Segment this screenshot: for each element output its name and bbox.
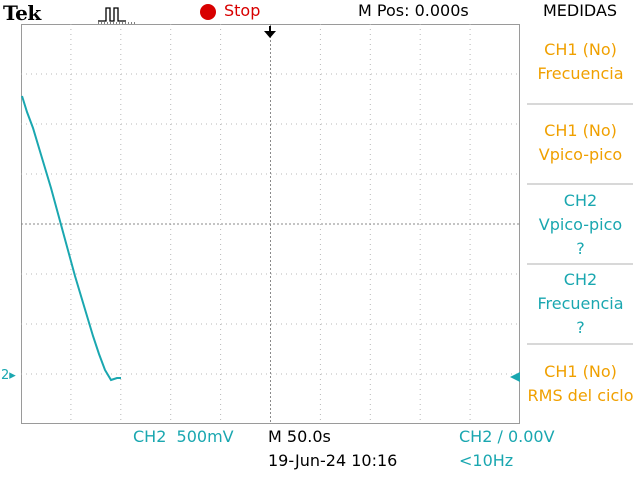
waveform-display [21,24,520,424]
trigger-setting: CH2 ∕ 0.00V [459,427,555,446]
trigger-frequency: <10Hz [459,451,514,470]
ch2-ground-marker: 2▸ [1,368,16,383]
measure-slot-4[interactable]: CH2 Frecuencia ? [537,270,624,337]
menu-separator [527,103,633,105]
acquisition-state: Stop [224,1,261,20]
measure-slot-1[interactable]: CH1 (No) Frecuencia [537,40,624,83]
date-time: 19-Jun-24 10:16 [268,451,398,470]
measure-menu: CH1 (No) Frecuencia CH1 (No) Vpico-pico … [521,24,640,424]
menu-title: MEDIDAS [542,1,618,20]
measure-slot-5[interactable]: CH1 (No) RMS del ciclo [527,362,634,405]
horizontal-position: M Pos: 0.000s [358,1,469,20]
measure-slot-3[interactable]: CH2 Vpico-pico ? [538,191,623,258]
ch2-trace [21,95,121,382]
trigger-level-icon [510,372,520,382]
menu-separator [527,183,633,185]
graticule-grid [21,24,520,424]
stop-indicator-icon [200,4,216,20]
menu-separator [527,343,633,345]
measure-slot-2[interactable]: CH1 (No) Vpico-pico [538,121,623,164]
ch2-scale: CH2 500mV [133,427,234,446]
trigger-type-icon [98,7,136,24]
brand-logo: Tek [3,1,41,25]
menu-separator [527,263,633,265]
trigger-position-icon [264,26,276,38]
timebase: M 50.0s [268,427,331,446]
